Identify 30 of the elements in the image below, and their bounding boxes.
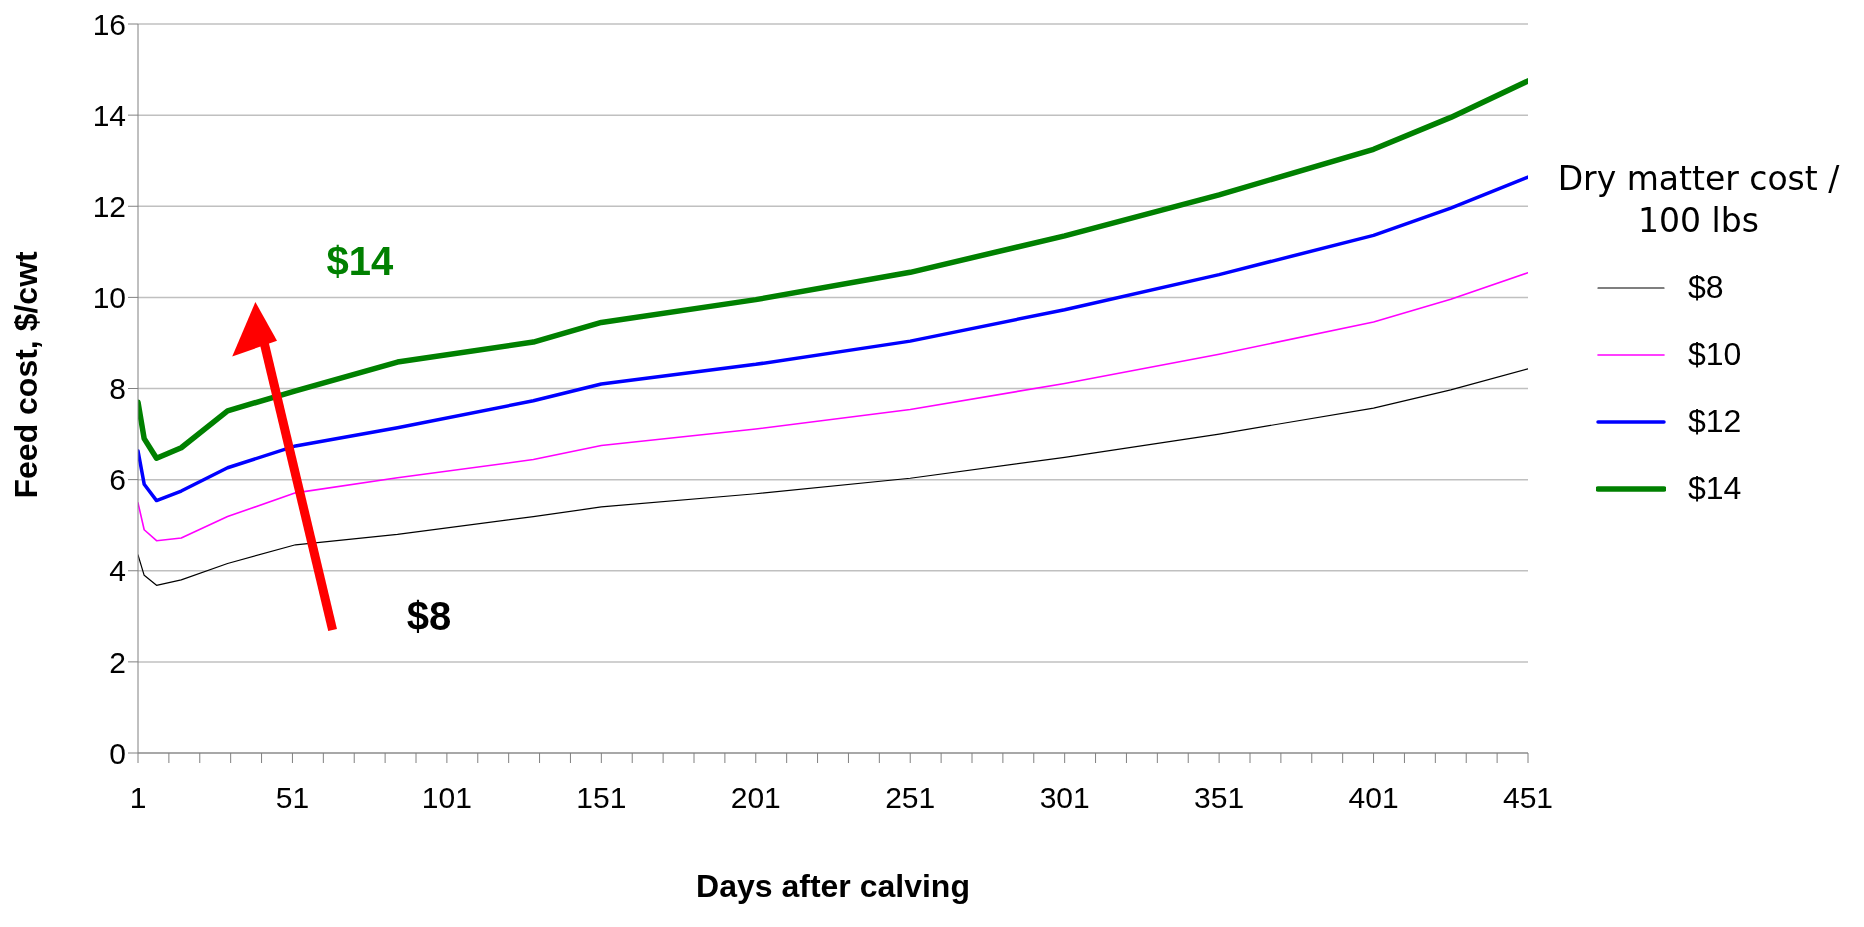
- y-tick-label: 2: [109, 645, 126, 679]
- x-tick-label: 151: [576, 781, 627, 815]
- line-series: [138, 175, 1528, 503]
- y-tick-label: 8: [109, 372, 126, 406]
- y-axis-title: Feed cost, $/cwt: [8, 250, 45, 499]
- x-tick-label: 101: [421, 781, 472, 815]
- y-tick-label: 6: [109, 463, 126, 497]
- x-axis-title: Days after calving: [696, 868, 970, 904]
- line-series: [138, 368, 1528, 586]
- x-tick-label: 351: [1194, 781, 1245, 815]
- y-tick-label: 16: [92, 7, 126, 41]
- legend-label: $10: [1688, 336, 1742, 373]
- legend-label: $14: [1688, 470, 1742, 507]
- y-tick-label: 12: [92, 189, 126, 223]
- y-tick-label: 0: [109, 736, 126, 770]
- legend-label: $8: [1688, 269, 1724, 306]
- y-tick-label: 10: [92, 281, 126, 315]
- x-tick-label: 201: [730, 781, 781, 815]
- annotation: $14: [326, 238, 394, 283]
- x-tick-label: 301: [1039, 781, 1090, 815]
- x-tick-label: 51: [275, 781, 310, 815]
- y-tick-label: 14: [92, 98, 126, 132]
- x-tick-label: 251: [885, 781, 936, 815]
- annotation: $8: [406, 593, 452, 638]
- x-tick-label: 401: [1348, 781, 1399, 815]
- legend-label: $12: [1688, 403, 1742, 440]
- x-tick-label: 1: [129, 781, 147, 815]
- y-tick-label: 4: [109, 554, 126, 588]
- legend-title: Dry matter cost / 100 lbs: [1556, 158, 1841, 242]
- x-tick-label: 451: [1502, 781, 1554, 815]
